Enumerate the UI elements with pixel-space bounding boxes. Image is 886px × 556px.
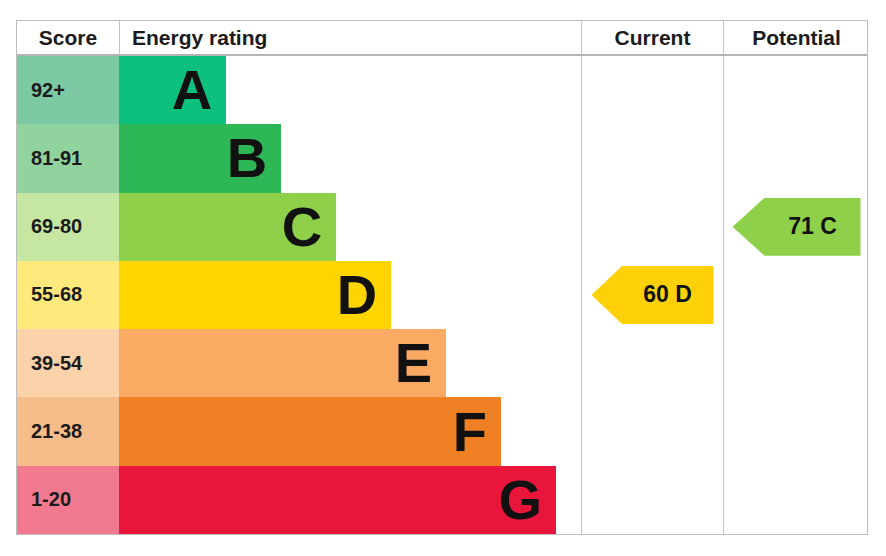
band-bar-c: C — [119, 193, 336, 261]
band-letter-e: E — [395, 335, 432, 391]
current-cell-g — [581, 466, 723, 534]
band-letter-b: B — [227, 130, 267, 186]
band-row-e: 39-54 E — [17, 329, 867, 397]
epc-rating-chart: Score Energy rating Current Potential 92… — [16, 20, 868, 535]
current-column-header: Current — [581, 21, 723, 54]
potential-rating-value: 71 C — [788, 213, 837, 240]
band-row-a: 92+ A — [17, 56, 867, 124]
energy-rating-column-header: Energy rating — [119, 21, 581, 54]
band-letter-a: A — [172, 62, 212, 118]
band-letter-g: G — [498, 472, 542, 528]
band-bar-b: B — [119, 124, 281, 192]
band-letter-f: F — [453, 404, 487, 460]
band-letter-d: D — [337, 267, 377, 323]
score-column-header: Score — [17, 21, 119, 54]
band-row-d: 55-68 D 60 D — [17, 261, 867, 329]
current-cell-a — [581, 56, 723, 124]
current-cell-e — [581, 329, 723, 397]
score-range-e: 39-54 — [17, 329, 119, 397]
current-rating-value: 60 D — [643, 281, 692, 308]
potential-rating-arrow: 71 C — [733, 198, 861, 256]
potential-cell-g — [723, 466, 869, 534]
band-bar-d: D — [119, 261, 391, 329]
potential-cell-d — [723, 261, 869, 329]
current-cell-f — [581, 397, 723, 465]
score-range-c: 69-80 — [17, 193, 119, 261]
potential-cell-e — [723, 329, 869, 397]
band-bar-f: F — [119, 397, 501, 465]
band-row-c: 69-80 C 71 C — [17, 193, 867, 261]
score-range-g: 1-20 — [17, 466, 119, 534]
current-cell-d: 60 D — [581, 261, 723, 329]
score-range-a: 92+ — [17, 56, 119, 124]
potential-column-header: Potential — [723, 21, 869, 54]
potential-cell-f — [723, 397, 869, 465]
band-row-b: 81-91 B — [17, 124, 867, 192]
score-range-f: 21-38 — [17, 397, 119, 465]
band-row-g: 1-20 G — [17, 466, 867, 534]
score-range-d: 55-68 — [17, 261, 119, 329]
band-letter-c: C — [282, 199, 322, 255]
band-bar-e: E — [119, 329, 446, 397]
potential-cell-c: 71 C — [723, 193, 869, 261]
potential-cell-a — [723, 56, 869, 124]
current-cell-c — [581, 193, 723, 261]
score-range-b: 81-91 — [17, 124, 119, 192]
band-bar-g: G — [119, 466, 556, 534]
band-row-f: 21-38 F — [17, 397, 867, 465]
current-cell-b — [581, 124, 723, 192]
header-row: Score Energy rating Current Potential — [17, 21, 867, 56]
current-rating-arrow: 60 D — [592, 266, 714, 324]
band-bar-a: A — [119, 56, 226, 124]
potential-cell-b — [723, 124, 869, 192]
